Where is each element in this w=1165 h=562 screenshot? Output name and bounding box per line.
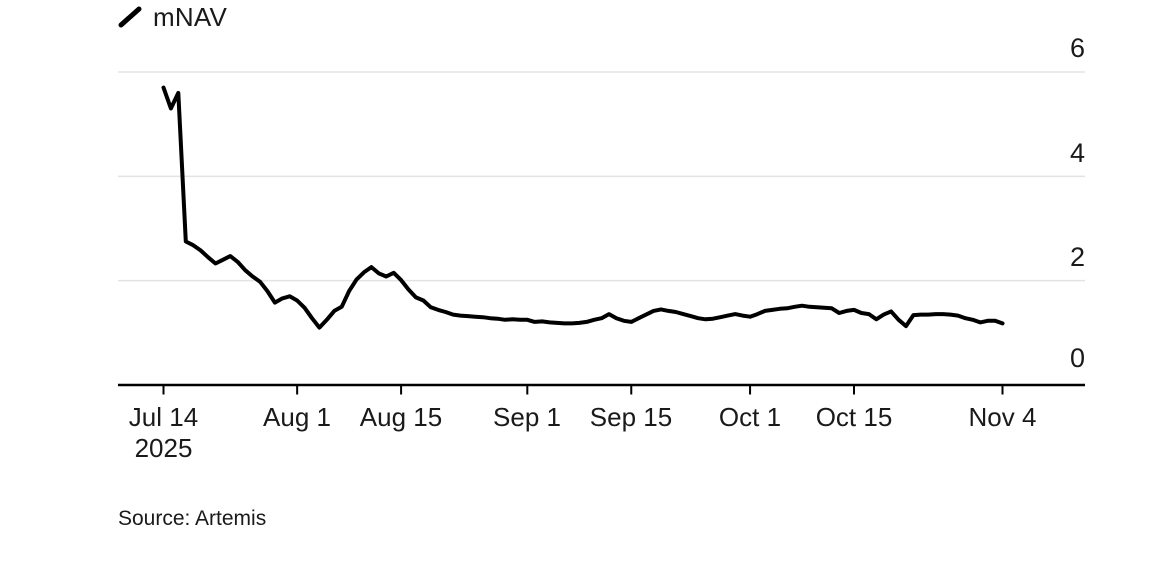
x-axis-label-nov4: Nov 4 — [968, 402, 1037, 432]
x-axis-label-aug1: Aug 1 — [263, 402, 331, 432]
y-axis-label-4: 4 — [1069, 138, 1085, 168]
mnav-series-line — [161, 85, 1005, 330]
x-axis-label-oct15: Oct 15 — [815, 402, 893, 432]
x-axis-label-oct1: Oct 1 — [718, 402, 782, 432]
y-axis-label-0: 0 — [1069, 343, 1085, 373]
x-axis-label-sep15: Sep 15 — [589, 402, 673, 432]
x-axis-label-line1: Jul 14 — [128, 402, 199, 432]
legend-label: mNAV — [153, 2, 227, 32]
legend: mNAV — [118, 2, 227, 32]
line-series-icon — [118, 6, 142, 28]
y-axis-label-2: 2 — [1069, 242, 1085, 272]
y-axis-label-6: 6 — [1069, 33, 1085, 63]
x-axis-label-sep1: Sep 1 — [493, 402, 561, 432]
x-axis-label-line2: 2025 — [134, 433, 193, 463]
source-attribution: Source: Artemis — [118, 507, 267, 530]
x-axis-label-jul14: Jul 14 2025 — [94, 402, 234, 464]
x-axis-label-aug15: Aug 15 — [359, 402, 443, 432]
